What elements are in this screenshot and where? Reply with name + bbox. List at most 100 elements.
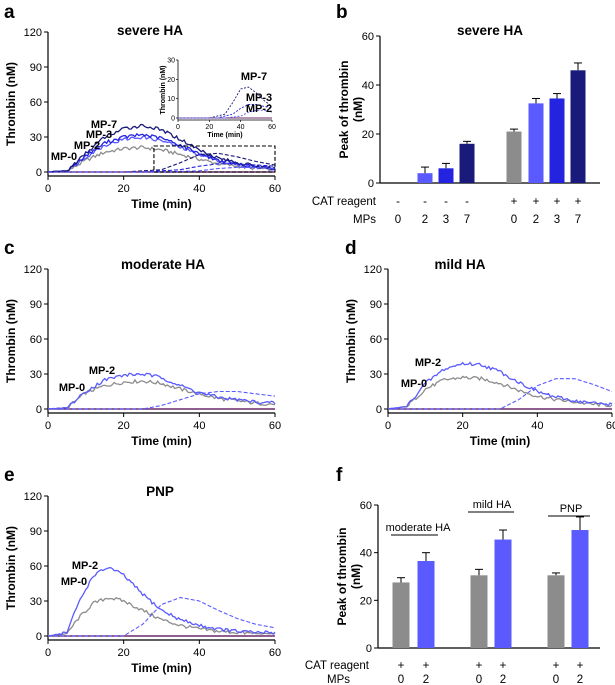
x-tick-label-d: 20 xyxy=(457,420,469,432)
series-e-mp-2-dashed xyxy=(48,596,276,637)
inset-x-tick-label: 60 xyxy=(268,124,276,131)
bar-b-6 xyxy=(549,98,565,183)
y-tick-label-a: 120 xyxy=(24,27,42,39)
y-tick-label-e: 120 xyxy=(24,491,42,503)
series-a-mp-2-dashed xyxy=(48,166,276,173)
y-tick-label-c: 90 xyxy=(30,299,42,311)
y-tick-label-d: 0 xyxy=(376,404,382,416)
cat-reagent-label-b: CAT reagent xyxy=(312,196,377,208)
series-e-mp-2 xyxy=(48,566,276,637)
y-tick-label-d: 30 xyxy=(370,369,382,381)
mps-value-b-1: 2 xyxy=(422,214,428,226)
panel-letter-b: b xyxy=(336,2,348,23)
mps-value-f-0: 0 xyxy=(398,674,404,685)
curve-label-a-mp-0: MP-0 xyxy=(51,151,77,163)
cat-reagent-value-b-2: - xyxy=(444,196,448,208)
series-c-mp-2 xyxy=(47,372,276,410)
y-axis-label-e: Thrombin (nM) xyxy=(4,526,18,610)
bar-f-0 xyxy=(392,582,410,648)
x-tick-label-e: 60 xyxy=(269,647,281,659)
y-tick-label-d: 90 xyxy=(370,299,382,311)
panel-title-e: PNP xyxy=(146,484,174,499)
cat-reagent-value-b-7: + xyxy=(575,196,582,208)
mps-value-b-2: 3 xyxy=(443,214,449,226)
mps-value-b-3: 7 xyxy=(464,214,470,226)
group-label-1: mild HA xyxy=(473,499,512,511)
x-tick-label-a: 60 xyxy=(269,183,281,195)
y-tick-label-a: 60 xyxy=(30,97,42,109)
x-tick-label-e: 40 xyxy=(193,647,205,659)
inset-x-axis-label: Time (min) xyxy=(207,132,242,139)
curve-label-e-mp-2: MP-2 xyxy=(72,560,98,572)
series-a-mp-7 xyxy=(47,123,276,173)
panel-letter-f: f xyxy=(336,465,343,486)
bar-f-3 xyxy=(494,539,512,648)
x-axis-label-c: Time (min) xyxy=(131,434,191,448)
y-axis-label-b: Peak of thrombin xyxy=(337,60,351,158)
y-tick-label-b: 60 xyxy=(362,31,374,43)
y-tick-label-b: 40 xyxy=(362,80,374,92)
x-tick-label-d: 60 xyxy=(606,420,615,432)
panel-title-d: mild HA xyxy=(434,257,485,272)
y-axis-label-unit-f: (nM) xyxy=(349,564,363,589)
bar-b-4 xyxy=(506,131,522,183)
y-tick-label-e: 0 xyxy=(36,631,42,643)
y-tick-label-f: 60 xyxy=(360,500,372,512)
series-d-mp-2 xyxy=(387,361,613,410)
inset-y-tick-label: 10 xyxy=(167,96,175,103)
bar-b-3 xyxy=(459,143,475,183)
y-tick-label-e: 60 xyxy=(30,561,42,573)
zoom-region-box xyxy=(153,145,276,173)
y-tick-label-b: 20 xyxy=(362,129,374,141)
mps-label-b: MPs xyxy=(353,214,376,226)
y-tick-label-d: 120 xyxy=(364,264,382,276)
mps-value-f-1: 2 xyxy=(423,674,429,685)
cat-reagent-value-f-0: + xyxy=(398,660,405,672)
inset-x-tick-label: 20 xyxy=(205,124,213,131)
y-axis-label-c: Thrombin (nM) xyxy=(4,299,18,383)
x-tick-label-c: 20 xyxy=(118,420,130,432)
y-tick-label-a: 30 xyxy=(30,132,42,144)
bar-b-7 xyxy=(570,70,586,183)
curve-label-d-mp-2: MP-2 xyxy=(415,357,441,369)
curve-label-a-mp-3: MP-3 xyxy=(86,129,112,141)
series-c-mp-2-dashed xyxy=(48,390,276,410)
inset-series-mp-2 xyxy=(178,109,273,119)
inset-curve-label-mp-3: MP-3 xyxy=(246,92,272,104)
series-c-mp-0 xyxy=(47,378,276,410)
inset-y-axis-label: Thrombin (nM) xyxy=(160,66,167,115)
y-tick-label-c: 120 xyxy=(24,264,42,276)
y-axis-label-d: Thrombin (nM) xyxy=(344,299,358,383)
mps-value-b-5: 2 xyxy=(533,214,539,226)
y-tick-label-c: 30 xyxy=(30,369,42,381)
mps-value-f-5: 2 xyxy=(577,674,583,685)
curve-label-a-mp-2: MP-2 xyxy=(74,140,100,152)
series-e-mp-0 xyxy=(48,596,276,637)
y-tick-label-d: 60 xyxy=(370,334,382,346)
inset-x-tick-label: 0 xyxy=(176,124,180,131)
cat-reagent-value-b-3: - xyxy=(465,196,469,208)
y-tick-label-e: 90 xyxy=(30,526,42,538)
y-tick-label-c: 60 xyxy=(30,334,42,346)
cat-reagent-value-f-4: + xyxy=(553,660,560,672)
panel-letter-e: e xyxy=(4,465,15,486)
y-tick-label-a: 90 xyxy=(30,62,42,74)
x-tick-label-c: 40 xyxy=(193,420,205,432)
curve-label-c-mp-2: MP-2 xyxy=(89,365,115,377)
cat-reagent-value-b-1: - xyxy=(423,196,427,208)
mps-value-f-2: 0 xyxy=(476,674,482,685)
cat-reagent-value-b-6: + xyxy=(554,196,561,208)
cat-reagent-value-f-3: + xyxy=(500,660,507,672)
y-axis-label-a: Thrombin (nM) xyxy=(4,62,18,146)
bar-f-4 xyxy=(547,575,565,648)
x-tick-label-e: 0 xyxy=(45,647,51,659)
mps-value-b-0: 0 xyxy=(395,214,401,226)
x-tick-label-c: 0 xyxy=(45,420,51,432)
panel-title-c: moderate HA xyxy=(121,257,205,272)
inset-y-tick-label: 20 xyxy=(167,77,175,84)
mps-value-b-6: 3 xyxy=(554,214,560,226)
series-a-mp-0 xyxy=(47,145,276,173)
x-tick-label-a: 20 xyxy=(118,183,130,195)
panel-title-a: severe HA xyxy=(117,23,183,38)
